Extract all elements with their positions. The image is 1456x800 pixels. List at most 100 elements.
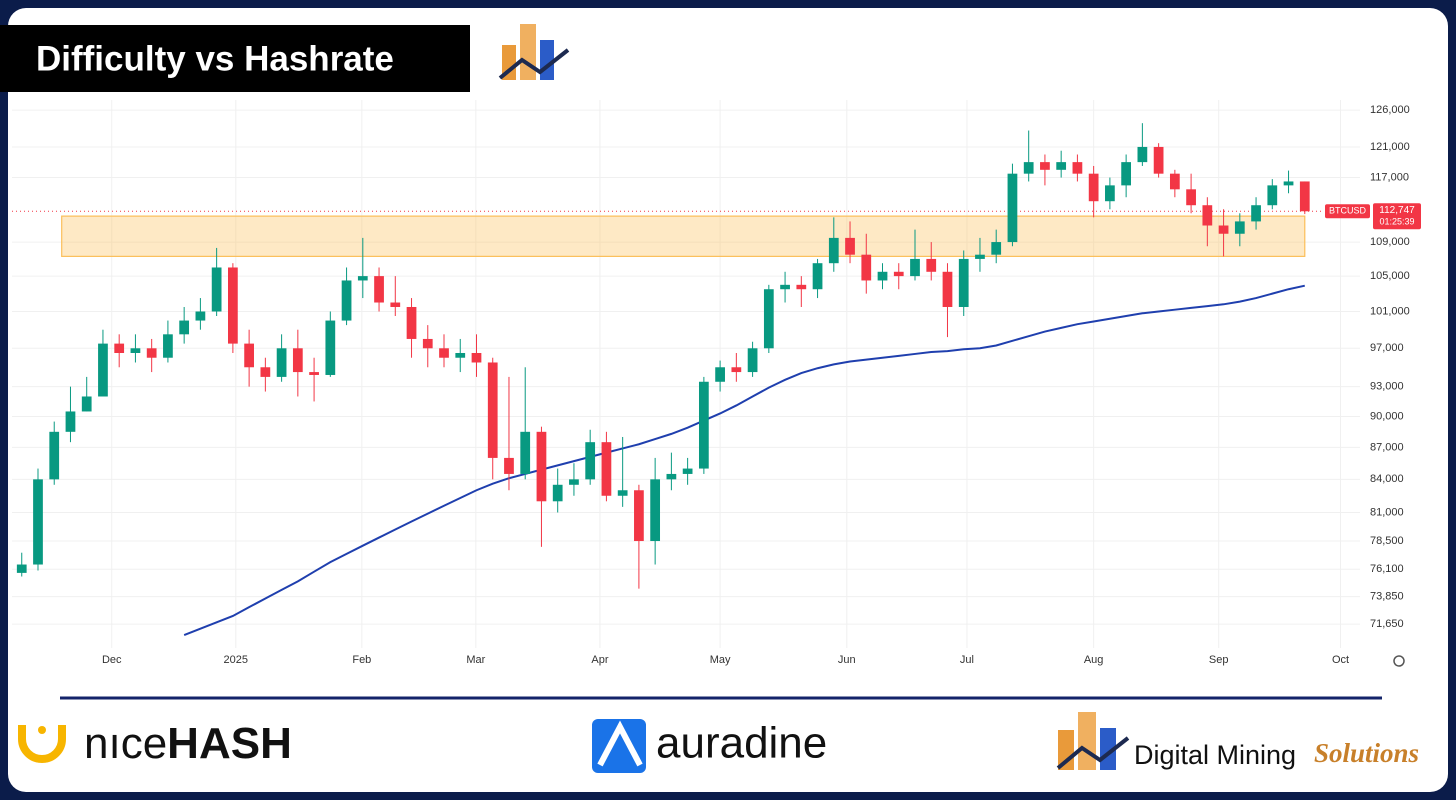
x-tick-label: Dec <box>102 654 122 666</box>
x-tick-label: May <box>710 654 731 666</box>
candle-body <box>211 267 222 312</box>
title-banner <box>0 25 470 92</box>
candle-body <box>325 320 336 375</box>
candle-body <box>601 442 612 496</box>
candle-body <box>471 352 482 363</box>
candle-body <box>812 263 823 290</box>
candle-body <box>1040 162 1050 170</box>
y-tick-label: 105,000 <box>1370 270 1410 282</box>
brand: nıce <box>84 719 167 768</box>
candle-body <box>569 479 579 485</box>
y-tick-label: 76,100 <box>1370 563 1404 575</box>
candle-body <box>1105 185 1115 202</box>
support-zone <box>61 215 1306 257</box>
price-label: 112,747 <box>1379 205 1415 216</box>
candle-body <box>893 271 904 277</box>
candle-body <box>1169 173 1180 190</box>
candle-body <box>828 237 839 264</box>
candle-body <box>926 258 937 272</box>
y-tick-label: 97,000 <box>1370 342 1404 354</box>
candle-body <box>877 271 888 281</box>
y-tick-label: 73,850 <box>1370 591 1404 603</box>
candle-body <box>682 468 693 474</box>
candle-body <box>16 564 27 573</box>
candle-body <box>1153 146 1164 174</box>
x-tick-label: Feb <box>352 654 371 666</box>
candle-body <box>1251 205 1261 222</box>
candle-body <box>179 320 190 335</box>
dms-logo-small <box>498 24 570 80</box>
candle-body <box>780 284 790 290</box>
candle-body <box>942 271 953 307</box>
auradine-logo: auradine <box>592 719 827 773</box>
candle-body <box>845 237 855 255</box>
candle-body <box>1056 162 1067 170</box>
candle-body <box>1121 162 1132 186</box>
countdown-label: 01:25:39 <box>1379 217 1414 227</box>
x-tick-label: Jul <box>960 654 974 666</box>
candle-body <box>617 490 628 496</box>
candle-body <box>747 348 758 373</box>
candle-body <box>504 457 514 474</box>
candle-body <box>585 442 596 480</box>
x-tick-label: Apr <box>591 654 608 666</box>
candle-body <box>1023 162 1034 174</box>
candle-body <box>49 431 60 480</box>
candle-body <box>455 352 466 358</box>
candle-body <box>958 258 969 307</box>
candle-body <box>195 311 206 321</box>
candle-body <box>1234 221 1245 234</box>
chart-title: Difficulty vs Hashrate <box>36 39 394 78</box>
y-tick-label: 71,650 <box>1370 618 1404 630</box>
brand: Digital Mining <box>1134 740 1296 770</box>
brand: Solutions <box>1314 738 1419 768</box>
x-tick-label: Jun <box>838 654 856 666</box>
candle-body <box>439 348 449 358</box>
candle-body <box>422 338 433 349</box>
candle-body <box>276 348 287 377</box>
candle-body <box>536 431 547 502</box>
candle-body <box>33 479 43 565</box>
candle-body <box>1283 181 1294 186</box>
candle-body <box>1186 189 1196 206</box>
x-tick-label: Mar <box>466 654 485 666</box>
y-tick-label: 121,000 <box>1370 141 1410 153</box>
symbol-tag <box>1325 204 1370 219</box>
candle-body <box>65 411 76 432</box>
settings-icon[interactable] <box>1393 655 1405 667</box>
candle-body <box>1267 185 1278 206</box>
candle-body <box>98 343 108 397</box>
candle-body <box>244 343 254 368</box>
candle-body <box>146 348 157 358</box>
candle-body <box>698 381 709 469</box>
dms-logo: Digital Mining Solutions <box>1056 712 1419 770</box>
candle-body <box>861 254 872 281</box>
y-tick-label: 109,000 <box>1370 236 1410 248</box>
candle-body <box>309 372 319 375</box>
candle-body <box>81 396 92 412</box>
y-tick-label: 126,000 <box>1370 104 1410 116</box>
candle-body <box>1202 205 1213 226</box>
candle-body <box>731 367 742 373</box>
candle-body <box>228 267 238 344</box>
y-tick-label: 93,000 <box>1370 381 1404 393</box>
candle-body <box>650 479 661 542</box>
y-tick-label: 81,000 <box>1370 506 1404 518</box>
price-tag <box>1373 203 1421 230</box>
candle-body <box>1299 181 1310 212</box>
panel <box>8 8 1448 792</box>
y-tick-label: 78,500 <box>1370 535 1404 547</box>
candle-body <box>292 348 303 373</box>
y-tick-label: 90,000 <box>1370 410 1404 422</box>
x-tick-label: Aug <box>1084 654 1104 666</box>
candle-body <box>1137 146 1148 163</box>
candle-body <box>975 254 985 259</box>
candle-body <box>390 302 401 307</box>
candle-body <box>666 473 677 480</box>
candle-body <box>341 280 352 321</box>
y-tick-label: 84,000 <box>1370 473 1404 485</box>
candle-body <box>634 490 644 542</box>
candle-body <box>260 367 271 377</box>
